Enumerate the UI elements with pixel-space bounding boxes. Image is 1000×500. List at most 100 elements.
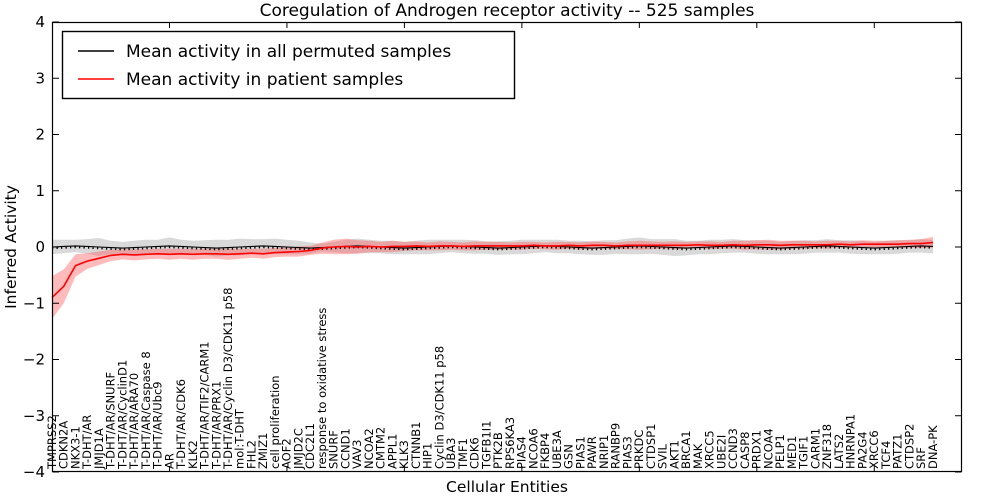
y-tick-label: −3 bbox=[23, 407, 45, 425]
x-category-label: VAV3 bbox=[350, 440, 364, 469]
x-category-label: ZMIZ1 bbox=[256, 433, 270, 469]
x-category-label: MED1 bbox=[785, 436, 799, 469]
x-category-label: GSN bbox=[562, 444, 576, 469]
x-category-label: TCF4 bbox=[879, 441, 893, 470]
x-category-label: SVIL bbox=[656, 443, 670, 469]
legend-label-patient-samples: Mean activity in patient samples bbox=[126, 70, 403, 90]
x-category-label: MAK bbox=[691, 443, 705, 469]
x-category-label: CDC2L1 bbox=[303, 423, 317, 469]
x-category-label: T-DHT/AR/SNURF bbox=[104, 372, 118, 470]
y-tick-label: 4 bbox=[35, 13, 45, 31]
x-category-label: CARM1 bbox=[808, 428, 822, 469]
x-category-label: T-DHT/AR/PRX1 bbox=[209, 381, 223, 470]
legend: Mean activity in all permuted samples Me… bbox=[61, 30, 516, 100]
x-axis-label: Cellular Entities bbox=[446, 478, 568, 496]
x-category-label: cell proliferation bbox=[268, 375, 282, 469]
x-category-label: T-DHT/AR/CyclinD1 bbox=[115, 360, 129, 470]
x-category-label: NRIP1 bbox=[597, 435, 611, 469]
x-category-label: response to oxidative stress bbox=[315, 308, 329, 469]
x-category-label: T-DHT/AR/TIF2/CARM1 bbox=[198, 341, 212, 470]
x-category-label: LATS2 bbox=[832, 434, 846, 469]
band-patient bbox=[52, 236, 933, 319]
x-category-label: AKT1 bbox=[667, 440, 681, 469]
band-permuted bbox=[52, 237, 933, 257]
chart-title: Coregulation of Androgen receptor activi… bbox=[260, 1, 755, 21]
x-category-label: T-DHT/AR/ARA70 bbox=[127, 373, 141, 470]
x-category-label: SNURF bbox=[327, 430, 341, 469]
x-category-label: AOF2 bbox=[280, 438, 294, 469]
x-category-label: T-DHT/AR/Caspase 8 bbox=[139, 351, 153, 470]
x-category-label: UBE3A bbox=[550, 430, 564, 469]
x-category-label: CASP8 bbox=[738, 432, 752, 469]
x-category-label: PIAS1 bbox=[573, 436, 587, 469]
x-category-label: ZNF318 bbox=[820, 424, 834, 469]
x-category-label: AR bbox=[162, 453, 176, 469]
x-category-label: RANBP9 bbox=[609, 423, 623, 469]
x-category-label: PAWR bbox=[585, 436, 599, 469]
x-category-label: PATZ1 bbox=[891, 434, 905, 469]
x-category-label: KLK3 bbox=[397, 440, 411, 469]
x-category-label: PTK2B bbox=[491, 432, 505, 469]
x-category-label: NKX3-1 bbox=[68, 426, 82, 469]
x-category-label: T-DHT/AR/Ubc9 bbox=[151, 381, 165, 470]
x-category-label: CTDSP2 bbox=[902, 424, 916, 469]
x-category-labels: TMPRSS2CDKN2ANKX3-1T-DHT/ARJMJD1AT-DHT/A… bbox=[45, 288, 940, 470]
y-tick-label: 2 bbox=[35, 126, 45, 144]
y-tick-label: 0 bbox=[35, 238, 45, 256]
x-category-label: KLK2 bbox=[186, 440, 200, 469]
x-category-label: TGIF1 bbox=[797, 436, 811, 470]
y-tick-label: −2 bbox=[23, 351, 45, 369]
y-axis-label: Inferred Activity bbox=[2, 185, 20, 309]
x-category-label: CTDSP1 bbox=[644, 424, 658, 469]
y-tick-labels: 4 3 2 1 0 −1 −2 −3 −4 bbox=[23, 13, 45, 481]
x-category-label: XRCC6 bbox=[867, 430, 881, 469]
x-category-label: T-DHT/AR/Cyclin D3/CDK11 p58 bbox=[221, 288, 235, 470]
x-category-label: TMF1 bbox=[456, 438, 470, 470]
x-category-label: TGFB1I1 bbox=[479, 421, 493, 470]
x-category-label: CCND1 bbox=[339, 428, 353, 469]
x-category-label: DNA-PK bbox=[926, 425, 940, 469]
x-category-label: CCND3 bbox=[726, 428, 740, 469]
x-category-label: XRCC5 bbox=[703, 430, 717, 469]
x-category-label: UBE2I bbox=[714, 435, 728, 469]
line-patient bbox=[51, 241, 934, 299]
x-category-label: T-DHT/AR/CDK6 bbox=[174, 379, 188, 470]
x-category-label: FHL2 bbox=[245, 440, 259, 469]
x-category-label: NCOA4 bbox=[761, 428, 775, 469]
x-category-label: HIP1 bbox=[421, 443, 435, 469]
x-category-label: JMJD1A bbox=[92, 428, 106, 470]
x-category-label: TMPRSS2 bbox=[45, 415, 59, 470]
x-category-label: PIAS3 bbox=[620, 436, 634, 469]
x-category-label: APPL1 bbox=[386, 434, 400, 469]
x-category-label: PRDX1 bbox=[750, 430, 764, 469]
x-category-label: FKBP4 bbox=[538, 433, 552, 469]
x-category-label: CDKN2A bbox=[57, 421, 71, 469]
x-category-label: NCOA2 bbox=[362, 428, 376, 469]
series-lines bbox=[51, 241, 934, 299]
x-category-label: UBA3 bbox=[444, 438, 458, 470]
x-category-label: PRKDC bbox=[632, 430, 646, 469]
x-category-label: CTNNB1 bbox=[409, 422, 423, 469]
x-category-label: CMTM2 bbox=[374, 427, 388, 469]
legend-label-permuted-samples: Mean activity in all permuted samples bbox=[126, 42, 451, 62]
x-category-label: NCOA6 bbox=[526, 428, 540, 469]
y-tick-label: −4 bbox=[23, 463, 45, 481]
x-category-label: PELP1 bbox=[773, 434, 787, 469]
y-tick-label: −1 bbox=[23, 294, 45, 312]
x-category-label: BRCA1 bbox=[679, 430, 693, 469]
x-category-label: PIAS4 bbox=[515, 436, 529, 469]
x-category-label: JMJD2C bbox=[292, 428, 306, 470]
x-category-label: RPS6KA3 bbox=[503, 417, 517, 469]
axis-ticks bbox=[52, 21, 962, 473]
x-category-label: CDK6 bbox=[468, 437, 482, 469]
x-category-label: PA2G4 bbox=[855, 431, 869, 469]
y-tick-label: 3 bbox=[35, 69, 45, 87]
x-category-label: T-DHT/AR bbox=[80, 415, 94, 470]
x-category-label: mol:T-DHT bbox=[233, 408, 247, 469]
confidence-bands bbox=[52, 236, 933, 319]
line-permuted bbox=[51, 245, 934, 249]
legend-box bbox=[61, 30, 516, 100]
x-category-label: HNRNPA1 bbox=[844, 414, 858, 469]
